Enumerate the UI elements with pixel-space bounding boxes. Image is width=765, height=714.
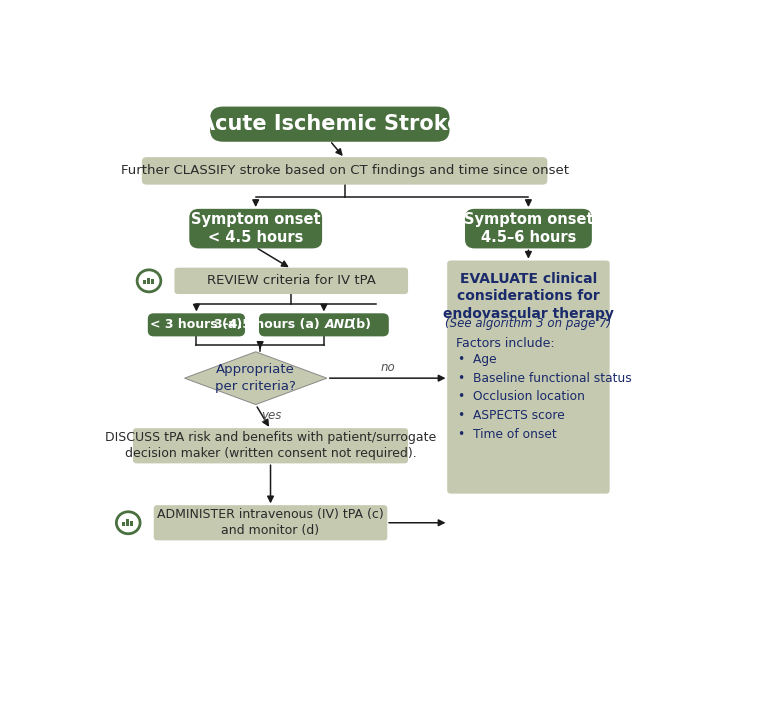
FancyBboxPatch shape (259, 313, 389, 336)
FancyBboxPatch shape (142, 157, 548, 185)
Text: 3–4.5 hours (a): 3–4.5 hours (a) (213, 318, 324, 331)
Text: Appropriate
per criteria?: Appropriate per criteria? (215, 363, 296, 393)
Text: ADMINISTER intravenous (IV) tPA (c)
and monitor (d): ADMINISTER intravenous (IV) tPA (c) and … (157, 508, 384, 537)
FancyBboxPatch shape (133, 428, 408, 463)
Text: •  Baseline functional status: • Baseline functional status (458, 371, 632, 385)
Text: AND: AND (324, 318, 355, 331)
FancyBboxPatch shape (210, 106, 450, 142)
Circle shape (137, 270, 161, 292)
Bar (151, 279, 154, 284)
Text: Symptom onset
< 4.5 hours: Symptom onset < 4.5 hours (191, 212, 321, 246)
Bar (147, 278, 150, 284)
Bar (122, 522, 125, 526)
Text: Factors include:: Factors include: (455, 338, 554, 351)
Text: EVALUATE clinical
considerations for
endovascular therapy: EVALUATE clinical considerations for end… (443, 271, 614, 321)
FancyBboxPatch shape (189, 208, 322, 248)
Circle shape (116, 512, 140, 534)
FancyBboxPatch shape (154, 506, 387, 540)
Text: Symptom onset
4.5–6 hours: Symptom onset 4.5–6 hours (464, 212, 593, 246)
Bar (143, 281, 145, 284)
Text: REVIEW criteria for IV tPA: REVIEW criteria for IV tPA (207, 274, 376, 287)
Text: no: no (380, 361, 395, 373)
FancyBboxPatch shape (148, 313, 245, 336)
Text: Further CLASSIFY stroke based on CT findings and time since onset: Further CLASSIFY stroke based on CT find… (121, 164, 568, 177)
Bar (126, 520, 129, 526)
FancyBboxPatch shape (465, 208, 592, 248)
FancyBboxPatch shape (448, 261, 610, 493)
Text: •  Time of onset: • Time of onset (458, 428, 557, 441)
Text: DISCUSS tPA risk and benefits with patient/surrogate
decision maker (written con: DISCUSS tPA risk and benefits with patie… (105, 431, 436, 461)
FancyBboxPatch shape (174, 268, 408, 294)
Text: yes: yes (262, 409, 282, 422)
Text: Acute Ischemic Stroke: Acute Ischemic Stroke (199, 114, 461, 134)
Bar (130, 521, 133, 526)
Text: •  ASPECTS score: • ASPECTS score (458, 409, 565, 422)
Text: (See algorithm 3 on page 7): (See algorithm 3 on page 7) (445, 316, 611, 330)
Polygon shape (184, 352, 327, 405)
Text: •  Occlusion location: • Occlusion location (458, 391, 585, 403)
Text: (b): (b) (347, 318, 372, 331)
Text: < 3 hours (a): < 3 hours (a) (150, 318, 243, 331)
Text: •  Age: • Age (458, 353, 497, 366)
